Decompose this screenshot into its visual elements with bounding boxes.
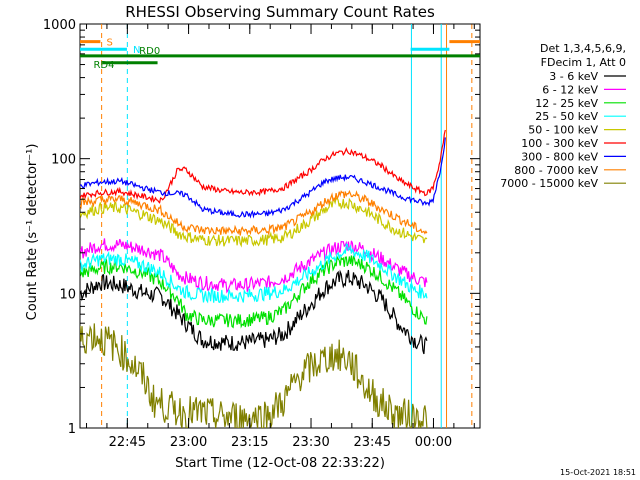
series-line-7	[80, 189, 428, 236]
x-tick-label-4: 23:45	[354, 435, 391, 450]
legend-label-3: 25 - 50 keV	[535, 110, 598, 123]
x-tick-label-5: 00:00	[415, 435, 452, 450]
chart-title: RHESSI Observing Summary Count Rates	[125, 3, 435, 21]
state-label-n: N	[133, 45, 140, 56]
series-line-5	[80, 129, 446, 204]
series-line-4	[80, 196, 428, 248]
y-tick-label-2: 100	[51, 153, 76, 168]
x-tick-label-1: 23:00	[170, 435, 207, 450]
x-axis-label: Start Time (12-Oct-08 22:33:22)	[175, 456, 385, 471]
footer-date: 15-Oct-2021 18:51	[560, 468, 636, 477]
y-tick-label-3: 1000	[43, 18, 76, 33]
series-line-6	[80, 137, 446, 219]
legend-title-line-1: Det 1,3,4,5,6,9,	[540, 42, 626, 55]
legend-label-7: 800 - 7000 keV	[514, 164, 598, 177]
y-tick-label-1: 10	[59, 287, 76, 302]
x-tick-label-0: 22:45	[109, 435, 146, 450]
state-label-rd4: RD4	[93, 60, 114, 71]
y-axis-label: Count Rate (s⁻¹ detector⁻¹)	[25, 144, 40, 321]
series-line-8	[80, 323, 428, 428]
legend-label-2: 12 - 25 keV	[535, 97, 598, 110]
legend-label-1: 6 - 12 keV	[542, 83, 598, 96]
legend-title-line-2: FDecim 1, Att 0	[541, 56, 626, 69]
plot-frame	[79, 23, 481, 429]
x-tick-label-2: 23:15	[231, 435, 268, 450]
legend-label-0: 3 - 6 keV	[549, 70, 598, 83]
state-label-s: S	[107, 38, 113, 49]
series-line-1	[80, 238, 428, 294]
legend-label-6: 300 - 800 keV	[521, 150, 598, 163]
legend-label-4: 50 - 100 keV	[528, 124, 598, 137]
x-tick-label-3: 23:30	[292, 435, 329, 450]
state-label-rd0: RD0	[139, 46, 160, 57]
y-tick-label-0: 1	[68, 422, 76, 437]
series-line-2	[80, 254, 428, 329]
legend-label-8: 7000 - 15000 keV	[500, 177, 598, 190]
series-line-0	[80, 269, 428, 355]
legend-label-5: 100 - 300 keV	[521, 137, 598, 150]
series-line-3	[80, 243, 428, 304]
